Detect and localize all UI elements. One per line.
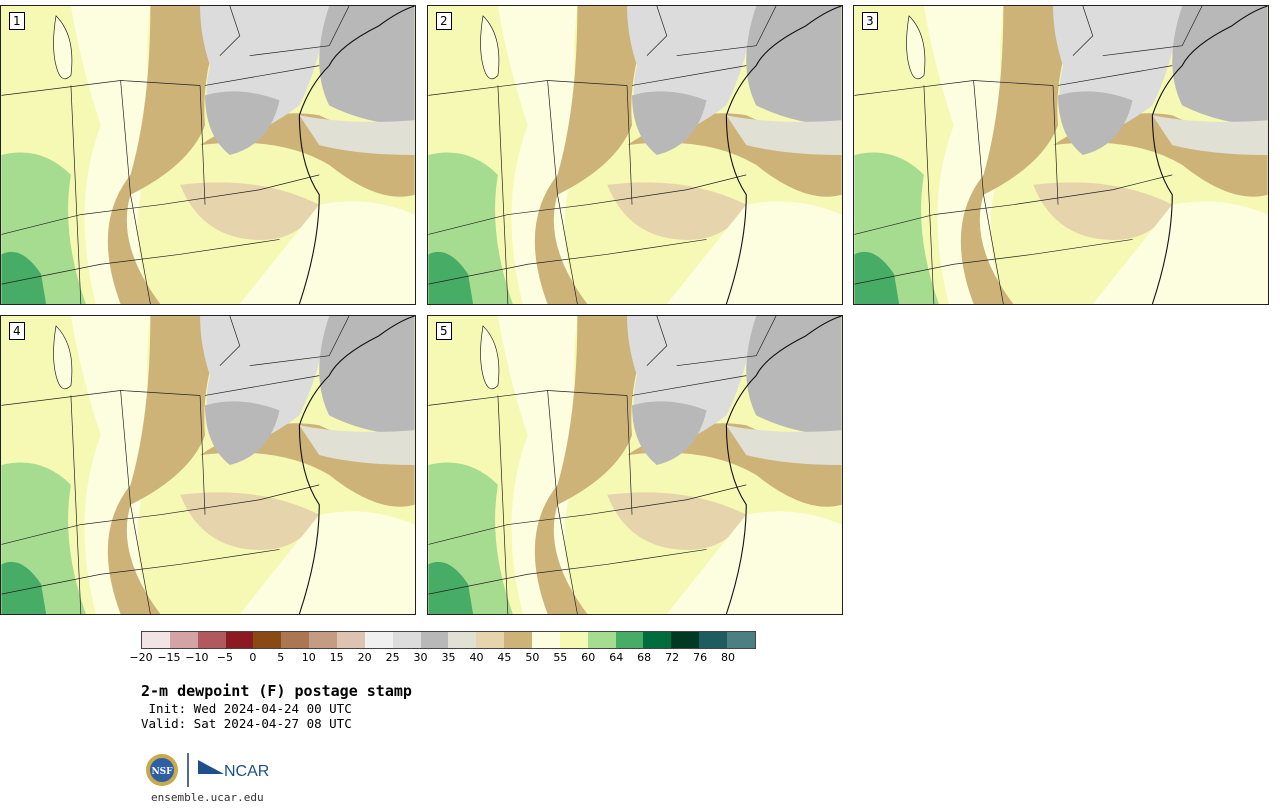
site-link[interactable]: ensemble.ucar.edu [151, 791, 264, 804]
colorbar-swatch [392, 632, 421, 648]
colorbar-tick-label: −20 [129, 651, 153, 664]
colorbar-tick-label: 50 [525, 651, 540, 664]
map-3 [854, 6, 1268, 304]
colorbar-tick-label: −5 [216, 651, 233, 664]
colorbar-tick-label: 55 [553, 651, 568, 664]
colorbar-tick-label: −10 [185, 651, 209, 664]
colorbar-tick-label: 25 [385, 651, 400, 664]
colorbar-swatch [671, 632, 700, 648]
map-1 [1, 6, 415, 304]
stamp-panel-2: 2 [427, 5, 843, 305]
chart-title: 2-m dewpoint (F) postage stamp [141, 682, 412, 700]
colorbar-tick-label: 5 [277, 651, 285, 664]
colorbar-swatch [587, 632, 616, 648]
colorbar-tick-label: 20 [357, 651, 372, 664]
colorbar-swatch [281, 632, 310, 648]
colorbar-swatch [504, 632, 533, 648]
colorbar-tick-label: 15 [329, 651, 344, 664]
panel-label: 3 [862, 12, 878, 30]
colorbar-swatch [225, 632, 254, 648]
map-4 [1, 316, 415, 614]
colorbar-swatch [532, 632, 560, 648]
stamp-panel-1: 1 [0, 5, 416, 305]
colorbar-tick-label: −15 [157, 651, 181, 664]
colorbar-swatch [420, 632, 449, 648]
ncar-text: NCAR [224, 763, 269, 780]
colorbar-swatch [169, 632, 198, 648]
nsf-text: NSF [151, 767, 173, 777]
colorbar-swatch [699, 632, 728, 648]
colorbar-swatch [364, 632, 393, 648]
colorbar-swatch [142, 632, 170, 648]
nsf-ncar-logo: NSF NCAR [146, 753, 269, 787]
colorbar-swatch [253, 632, 282, 648]
colorbar-tick-label: 10 [301, 651, 316, 664]
valid-time: Valid: Sat 2024-04-27 08 UTC [141, 716, 352, 731]
panel-label: 4 [9, 322, 25, 340]
panel-label: 2 [436, 12, 452, 30]
colorbar-swatch [197, 632, 226, 648]
colorbar [141, 631, 756, 649]
init-time: Init: Wed 2024-04-24 00 UTC [141, 701, 352, 716]
colorbar-swatch [727, 632, 755, 648]
colorbar-swatch [476, 632, 505, 648]
map-2 [428, 6, 842, 304]
colorbar-swatch [615, 632, 644, 648]
colorbar-ticks: −20 −15 −10 −5 0 5 10 15 20 25 30 35 40 45 50 55 60 64 68 7… [129, 651, 756, 667]
colorbar-tick-label: 72 [665, 651, 680, 664]
colorbar-tick-label: 30 [413, 651, 428, 664]
map-5 [428, 316, 842, 614]
colorbar-tick-label: 0 [249, 651, 257, 664]
stamp-panel-3: 3 [853, 5, 1269, 305]
colorbar-swatch [643, 632, 672, 648]
colorbar-tick-label: 60 [581, 651, 596, 664]
colorbar-swatch [309, 632, 338, 648]
colorbar-swatch [337, 632, 365, 648]
colorbar-tick-label: 40 [469, 651, 484, 664]
colorbar-swatch [448, 632, 477, 648]
panel-label: 1 [9, 12, 25, 30]
stamp-panel-5: 5 [427, 315, 843, 615]
stamp-panel-4: 4 [0, 315, 416, 615]
colorbar-tick-label: 35 [441, 651, 456, 664]
colorbar-tick-label: 80 [721, 651, 736, 664]
colorbar-swatch [559, 632, 588, 648]
colorbar-tick-label: 68 [637, 651, 652, 664]
colorbar-tick-label: 64 [609, 651, 624, 664]
colorbar-tick-label: 76 [693, 651, 708, 664]
panel-label: 5 [436, 322, 452, 340]
colorbar-tick-label: 45 [497, 651, 512, 664]
